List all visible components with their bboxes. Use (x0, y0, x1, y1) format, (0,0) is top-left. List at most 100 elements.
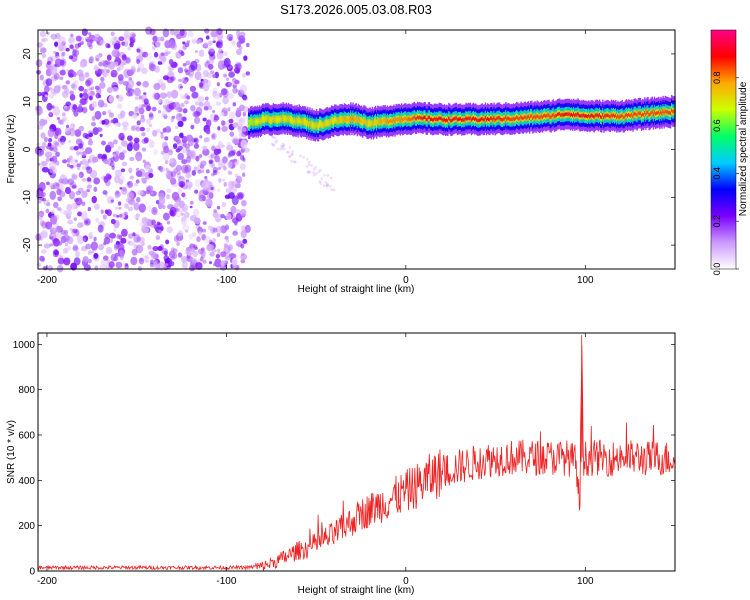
heatmap-noise-cell (238, 123, 242, 127)
heatmap-noise-cell (57, 257, 65, 265)
heatmap-noise-cell (223, 57, 231, 68)
heatmap-signal-cell (374, 119, 377, 123)
heatmap-noise-cell (202, 145, 208, 151)
heatmap-noise-cell (47, 142, 52, 147)
heatmap-noise-cell (93, 252, 99, 259)
heatmap-signal-cell (510, 117, 513, 122)
heatmap-signal-cell (608, 114, 610, 119)
heatmap-noise-cell (177, 145, 183, 151)
heatmap-signal-cell (247, 121, 250, 126)
heatmap-signal-cell (270, 118, 272, 123)
heatmap-signal-cell (615, 113, 617, 118)
heatmap-signal-cell (368, 121, 370, 125)
heatmap-signal-cell (395, 117, 397, 121)
heatmap-noise-cell (86, 166, 93, 174)
heatmap-signal-cell (640, 113, 643, 118)
heatmap-noise-cell (80, 211, 88, 221)
heatmap-noise-cell (202, 228, 207, 233)
heatmap-signal-cell (252, 121, 254, 125)
heatmap-noise-cell (227, 161, 233, 169)
heatmap-noise-cell (203, 106, 209, 111)
heatmap-noise-cell (90, 250, 95, 254)
heatmap-noise-cell (213, 148, 220, 156)
heatmap-signal-cell (388, 119, 391, 123)
heatmap-signal-cell (289, 117, 292, 122)
heatmap-noise-cell (208, 63, 214, 70)
heatmap-noise-cell (54, 214, 59, 221)
heatmap-noise-cell (133, 137, 140, 144)
heatmap-noise-cell (41, 160, 48, 167)
heatmap-signal-cell (314, 124, 317, 128)
heatmap-noise-cell (151, 45, 157, 51)
heatmap-noise-cell (52, 91, 57, 96)
heatmap-noise-cell (199, 256, 204, 262)
heatmap-signal-cell (328, 121, 331, 125)
heatmap-noise-cell (43, 119, 48, 125)
heatmap-signal-cell (437, 117, 439, 122)
heatmap-noise-cell (222, 165, 227, 171)
heatmap-signal-cell (342, 118, 345, 122)
heatmap-noise-cell (97, 153, 103, 159)
heatmap-noise-cell (56, 117, 60, 120)
heatmap-noise-cell (82, 237, 86, 242)
heatmap-noise-cell (68, 36, 75, 44)
heatmap-noise-cell (170, 171, 177, 178)
heatmap-noise-cell (50, 215, 58, 225)
heatmap-noise-cell (41, 142, 47, 148)
heatmap-noise-cell (325, 184, 329, 188)
heatmap-signal-cell (555, 113, 558, 118)
heatmap-signal-cell (462, 118, 464, 122)
heatmap-signal-cell (565, 112, 567, 116)
heatmap-noise-cell (41, 38, 46, 43)
heatmap-signal-cell (569, 113, 572, 117)
heatmap-noise-cell (45, 78, 53, 87)
heatmap-noise-cell (157, 246, 163, 252)
heatmap-noise-cell (79, 60, 87, 68)
heatmap-noise-cell (136, 167, 140, 172)
heatmap-signal-cell (273, 117, 276, 122)
heatmap-noise-cell (156, 212, 160, 216)
heatmap-signal-cell (266, 117, 268, 121)
heatmap-noise-cell (76, 150, 80, 156)
heatmap-noise-cell (76, 163, 81, 168)
heatmap-noise-cell (40, 191, 46, 198)
heatmap-noise-cell (49, 190, 57, 200)
heatmap-noise-cell (192, 250, 199, 258)
heatmap-signal-cell (528, 116, 531, 121)
heatmap-noise-cell (212, 166, 218, 174)
heatmap-signal-cell (440, 116, 443, 121)
heatmap-signal-cell (256, 119, 258, 123)
heatmap-noise-cell (205, 128, 211, 135)
heatmap-noise-cell (240, 229, 247, 238)
heatmap-noise-cell (240, 252, 245, 256)
heatmap-noise-cell (197, 248, 205, 255)
heatmap-signal-cell (566, 112, 568, 116)
heatmap-signal-cell (581, 114, 584, 118)
heatmap-noise-cell (71, 174, 78, 180)
heatmap-noise-cell (199, 135, 203, 139)
heatmap-signal-cell (420, 116, 422, 120)
snr-x-tick-label: 100 (577, 576, 594, 587)
heatmap-noise-cell (288, 154, 292, 158)
heatmap-noise-cell (46, 181, 50, 186)
heatmap-noise-cell (135, 197, 141, 203)
heatmap-noise-cell (91, 195, 98, 204)
heatmap-noise-cell (158, 165, 164, 172)
heatmap-signal-cell (260, 119, 263, 123)
heatmap-noise-cell (305, 165, 309, 169)
heatmap-signal-cell (523, 115, 525, 120)
snr-y-ticks: 0 200 400 600 800 1000 (13, 340, 675, 578)
heatmap-signal-cell (580, 113, 582, 118)
heatmap-signal-cell (405, 116, 407, 121)
heatmap-signal-cell (441, 118, 444, 122)
heatmap-noise-cell (119, 110, 126, 118)
heatmap-signal-cell (548, 113, 550, 117)
heatmap-noise-cell (85, 243, 92, 250)
heatmap-signal-cell (660, 110, 662, 114)
heatmap-noise-cell (194, 179, 201, 188)
heatmap-signal-cell (294, 118, 296, 123)
heatmap-noise-cell (83, 264, 91, 271)
heatmap-noise-cell (161, 248, 169, 255)
heatmap-noise-cell (162, 151, 170, 161)
heatmap-noise-cell (47, 128, 55, 138)
